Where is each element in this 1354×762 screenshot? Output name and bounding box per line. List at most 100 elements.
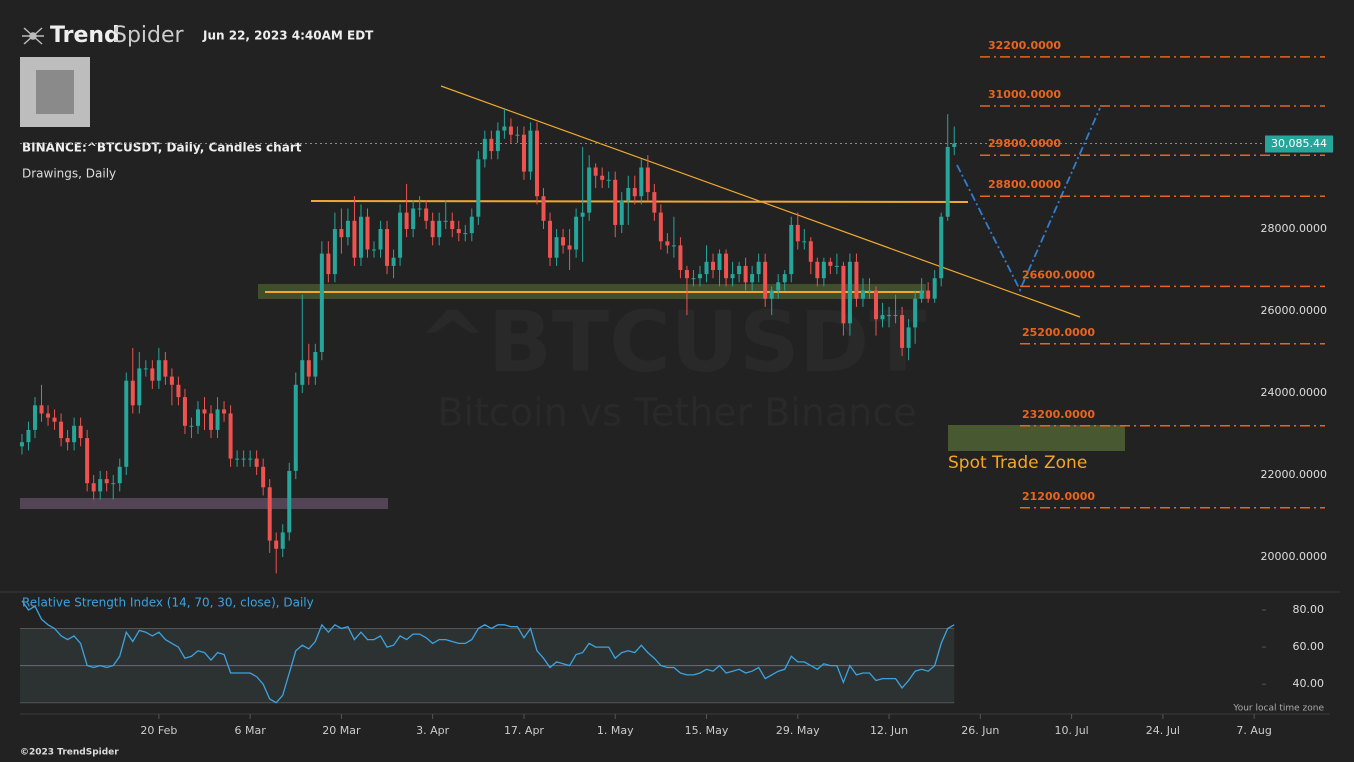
last-price-box bbox=[1265, 135, 1333, 153]
candle-body bbox=[652, 192, 657, 213]
candle-body bbox=[280, 532, 285, 549]
candle-body bbox=[776, 282, 781, 291]
candle-body bbox=[85, 438, 90, 484]
candle-body bbox=[306, 360, 311, 377]
candle-body bbox=[932, 278, 937, 299]
spot-zone bbox=[948, 425, 1125, 451]
candle-body bbox=[821, 261, 826, 279]
candle-body bbox=[645, 167, 650, 193]
logo-icon bbox=[22, 27, 44, 45]
candle-body bbox=[130, 380, 135, 406]
x-tick-label: 24. Jul bbox=[1146, 724, 1180, 737]
candle-body bbox=[430, 220, 435, 238]
candle-body bbox=[72, 425, 77, 443]
candle-body bbox=[613, 179, 618, 225]
y-tick-label: 24000.0000 bbox=[1261, 386, 1327, 399]
candle-body bbox=[450, 220, 455, 230]
x-tick-label: 6 Mar bbox=[235, 724, 267, 737]
candle-body bbox=[639, 167, 644, 197]
candle-body bbox=[769, 290, 774, 299]
candle-body bbox=[548, 220, 553, 258]
candle-body bbox=[495, 130, 500, 152]
candle-body bbox=[632, 188, 637, 197]
candle-body bbox=[189, 425, 194, 427]
symbol-label: BINANCE:^BTCUSDT, Daily, Candles chart bbox=[22, 141, 302, 155]
candle-body bbox=[137, 368, 142, 406]
y-tick-label: 26000.0000 bbox=[1261, 304, 1327, 317]
candle-body bbox=[567, 245, 572, 250]
candle-body bbox=[19, 442, 24, 447]
candle-body bbox=[717, 253, 722, 271]
candle-body bbox=[541, 196, 546, 221]
candle-body bbox=[841, 265, 846, 324]
candle-body bbox=[104, 479, 109, 484]
candle-body bbox=[502, 126, 507, 131]
data-layer: 20 Feb 6 Mar 20 Mar 3. Apr 17. Apr 1. May 15. … bbox=[19, 39, 1333, 737]
candle-body bbox=[215, 409, 220, 430]
candle-body bbox=[39, 405, 44, 414]
rsi-line bbox=[21, 600, 955, 704]
trend-line bbox=[440, 85, 1081, 318]
y-tick-label: 20000.0000 bbox=[1261, 550, 1327, 563]
candle-body bbox=[345, 220, 350, 238]
candle-body bbox=[926, 290, 931, 299]
candle-body bbox=[508, 126, 513, 135]
candle-body bbox=[300, 360, 305, 385]
candle-body bbox=[91, 483, 96, 492]
candle-body bbox=[834, 265, 839, 267]
candle-body bbox=[365, 216, 370, 250]
candle-body bbox=[574, 216, 579, 250]
candle-body bbox=[248, 458, 253, 460]
candle-body bbox=[743, 265, 748, 283]
candle-body bbox=[443, 220, 448, 222]
candle-body bbox=[945, 147, 950, 217]
timestamp: Jun 22, 2023 4:40AM EDT bbox=[202, 29, 374, 43]
candle-body bbox=[691, 278, 696, 280]
price-level-label: 21200.0000 bbox=[1022, 490, 1095, 503]
candle-body bbox=[952, 143, 957, 148]
candle-body bbox=[730, 274, 735, 279]
candle-body bbox=[117, 466, 122, 484]
candle-body bbox=[156, 360, 161, 381]
y-tick-label: 28000.0000 bbox=[1261, 222, 1327, 235]
candle-body bbox=[913, 298, 918, 328]
candle-body bbox=[697, 274, 702, 279]
candle-body bbox=[378, 229, 383, 250]
avatar-figure bbox=[36, 70, 74, 114]
x-tick-label: 1. May bbox=[597, 724, 634, 737]
x-tick-label: 10. Jul bbox=[1054, 724, 1088, 737]
candle-body bbox=[528, 130, 533, 172]
candle-body bbox=[808, 241, 813, 262]
candle-body bbox=[521, 134, 526, 172]
x-tick-label: 20 Mar bbox=[322, 724, 361, 737]
candle-body bbox=[111, 483, 116, 485]
candle-body bbox=[293, 384, 298, 471]
x-tick-label: 7. Aug bbox=[1236, 724, 1271, 737]
candle-body bbox=[176, 384, 181, 398]
candle-body bbox=[939, 216, 944, 279]
candle-body bbox=[671, 245, 676, 247]
candle-body bbox=[789, 224, 794, 275]
candle-body bbox=[887, 315, 892, 317]
candle-body bbox=[593, 167, 598, 176]
candle-body bbox=[476, 159, 481, 217]
candle-body bbox=[124, 380, 129, 467]
drawings-label: Drawings, Daily bbox=[22, 167, 116, 181]
logo-light: Spider bbox=[113, 23, 185, 48]
copyright: ©2023 TrendSpider bbox=[20, 748, 119, 758]
candle-body bbox=[78, 425, 83, 439]
candle-body bbox=[267, 487, 272, 541]
candle-body bbox=[463, 233, 468, 235]
candle-body bbox=[209, 413, 214, 430]
candle-body bbox=[404, 212, 409, 230]
candle-body bbox=[704, 261, 709, 275]
candle-body bbox=[274, 540, 279, 549]
candle-body bbox=[900, 315, 905, 348]
candle-body bbox=[65, 438, 70, 443]
candle-body bbox=[860, 290, 865, 299]
candle-body bbox=[287, 470, 292, 533]
candle-body bbox=[319, 253, 324, 353]
candle-body bbox=[587, 167, 592, 213]
support-zone-purple bbox=[20, 498, 388, 509]
